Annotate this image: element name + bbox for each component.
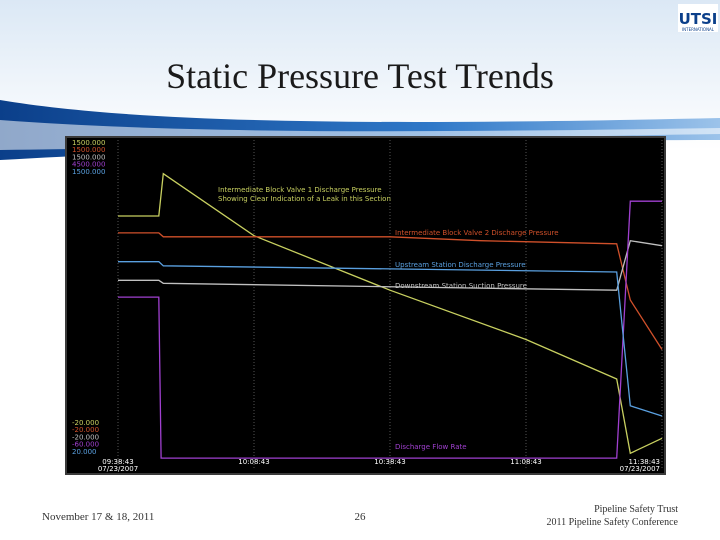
footer-conference: 2011 Pipeline Safety Conference <box>546 517 678 528</box>
y-tick-label: 20.000 <box>72 448 97 456</box>
logo: UTSI <box>679 10 718 28</box>
trend-line <box>118 232 663 350</box>
x-tick-label: 10:08:43 <box>238 458 269 466</box>
slide-title: Static Pressure Test Trends <box>166 56 554 96</box>
y-tick-label: 1500.000 <box>72 153 105 161</box>
y-tick-label: 1500.000 <box>72 139 105 147</box>
trend-line <box>118 172 663 455</box>
footer-date: November 17 & 18, 2011 <box>42 511 154 523</box>
page-number: 26 <box>355 511 367 523</box>
y-tick-label: -20.000 <box>72 426 99 434</box>
x-tick-label: 09:38:43 <box>102 458 133 466</box>
series-label: Intermediate Block Valve 2 Discharge Pre… <box>395 229 559 237</box>
series-label: Downstream Station Suction Pressure <box>395 282 527 290</box>
x-tick-label: 10:38:43 <box>374 458 405 466</box>
series-label: Upstream Station Discharge Pressure <box>395 261 526 269</box>
y-tick-label: -60.000 <box>72 441 99 449</box>
series-label: Intermediate Block Valve 1 Discharge Pre… <box>218 186 382 194</box>
trend-line <box>118 239 663 291</box>
y-tick-label: 4500.000 <box>72 161 105 169</box>
annotation: Showing Clear Indication of a Leak in th… <box>218 195 391 203</box>
trend-line <box>118 261 663 417</box>
x-end-date: 07/23/2007 <box>620 465 660 473</box>
y-tick-label: -20.000 <box>72 433 99 441</box>
series-label: Discharge Flow Rate <box>395 443 467 451</box>
footer-org: Pipeline Safety Trust <box>594 504 678 515</box>
trend-line <box>118 200 662 459</box>
logo-box <box>678 4 718 32</box>
y-tick-label: -20.000 <box>72 419 99 427</box>
y-tick-label: 1500.000 <box>72 168 105 176</box>
x-start-date: 07/23/2007 <box>98 465 138 473</box>
trend-panel <box>65 136 666 475</box>
logo-subtitle: INTERNATIONAL <box>682 27 715 32</box>
y-tick-label: 1500.000 <box>72 146 105 154</box>
x-tick-label: 11:38:43 <box>629 458 660 466</box>
x-tick-label: 11:08:43 <box>510 458 541 466</box>
